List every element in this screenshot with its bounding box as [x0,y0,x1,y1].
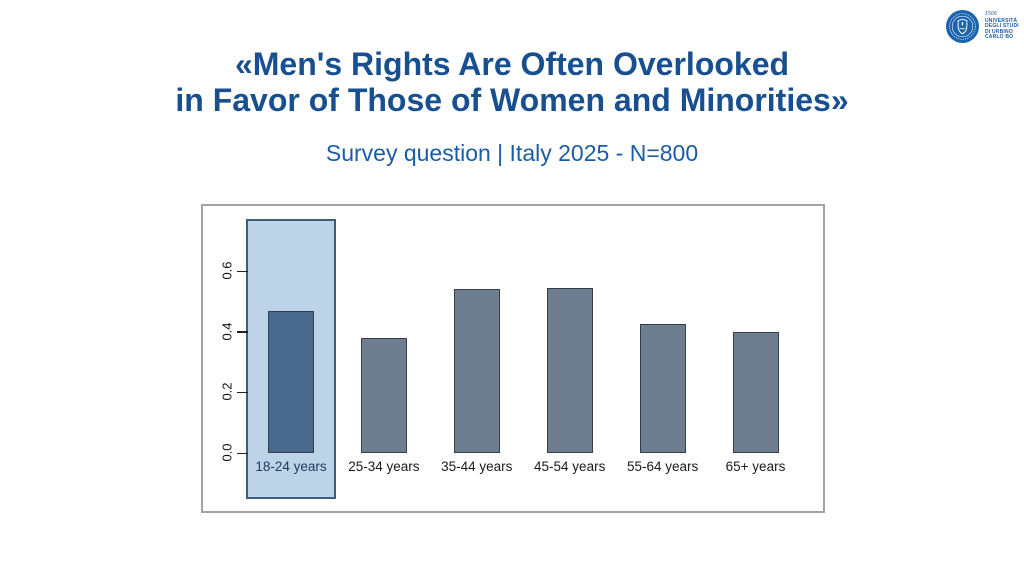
y-axis-tick-label: 0.0 [219,443,235,462]
university-seal-icon [945,9,980,44]
category-label: 18-24 years [255,459,327,474]
university-name-line: DI URBINO [985,28,1013,35]
bar-35-44-years [453,289,500,453]
bar-18-24-years [268,310,314,453]
bar-chart: 0.0 0.2 0.4 0.6 18-24 years 25-34 years 35-44 … [201,204,825,513]
category-label: 45-54 years [534,459,606,474]
category-label: 55-64 years [626,459,699,474]
category-label: 25-34 years [348,459,420,474]
university-name: 1506 UNIVERSITÀ DEGLI STUDI DI URBINO CA… [985,11,1019,41]
y-axis-tick [237,391,248,394]
category-label: 35-44 years [441,459,513,474]
bar-65+-years [732,331,779,453]
bar-55-64-years [639,324,686,453]
university-logo: 1506 UNIVERSITÀ DEGLI STUDI DI URBINO CA… [945,9,1019,44]
university-name-line: DEGLI STUDI [985,23,1019,30]
university-name-line: UNIVERSITÀ [985,17,1018,24]
y-axis-tick-label: 0.4 [219,322,235,341]
y-axis-tick [237,270,248,273]
y-axis-tick [237,331,248,333]
y-axis-tick [237,452,248,454]
slide-subtitle: Survey question | Italy 2025 - N=800 [325,140,699,166]
category-label: 65+ years [725,459,786,474]
bar-25-34-years [360,337,407,453]
slide-title-line1: «Men's Rights Are Often Overlooked [234,46,790,82]
slide-title: «Men's Rights Are Often Overlooked in Fa… [0,46,1024,118]
university-founding-year: 1506 [985,11,997,17]
university-name-line: CARLO BO [985,34,1014,41]
y-axis-tick-label: 0.6 [219,261,235,280]
bar-45-54-years [546,287,593,453]
chart-plot-area: 0.0 0.2 0.4 0.6 18-24 years 25-34 years 35-44 … [203,206,823,511]
y-axis-tick-label: 0.2 [219,382,235,401]
slide-title-line2: in Favor of Those of Women and Minoritie… [175,82,849,118]
